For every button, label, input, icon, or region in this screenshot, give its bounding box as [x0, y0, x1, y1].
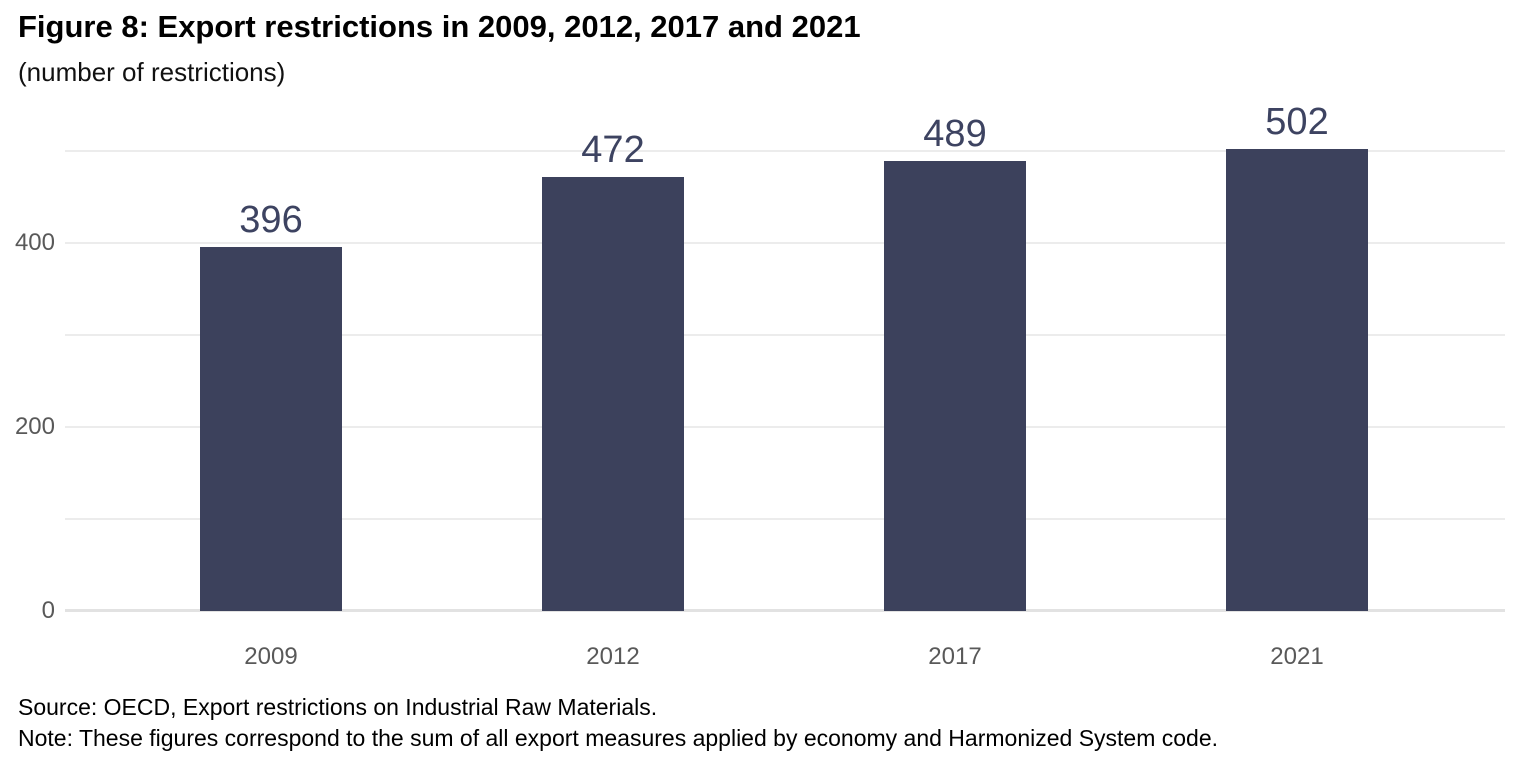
- gridline-200: [65, 425, 1505, 428]
- plot-area: 396 472 489 502: [65, 101, 1505, 612]
- x-axis-baseline: [65, 609, 1505, 612]
- methodology-note-text: Note: These figures correspond to the su…: [18, 725, 1219, 751]
- bar-2021: [1226, 149, 1368, 611]
- x-tick-2021: 2021: [1270, 643, 1324, 670]
- gridline-300: [65, 333, 1505, 336]
- chart-title: Figure 8: Export restrictions in 2009, 2…: [18, 9, 861, 44]
- gridline-500: [65, 149, 1505, 152]
- x-tick-2009: 2009: [244, 643, 298, 670]
- bar-2012: [542, 176, 684, 611]
- value-label-2017: 489: [923, 113, 987, 156]
- y-tick-0: 0: [41, 597, 55, 624]
- source-text: Source: OECD, Export restrictions on Ind…: [18, 694, 658, 720]
- value-label-2021: 502: [1265, 101, 1329, 144]
- gridline-100: [65, 518, 1505, 520]
- bar-2009: [200, 246, 342, 611]
- bar-2017: [884, 161, 1026, 611]
- y-tick-400: 400: [14, 228, 55, 256]
- x-tick-2017: 2017: [928, 643, 982, 670]
- y-tick-200: 200: [14, 412, 55, 440]
- x-tick-2012: 2012: [586, 643, 640, 670]
- value-label-2009: 396: [239, 198, 303, 241]
- chart-subtitle: (number of restrictions): [18, 57, 286, 87]
- gridline-400: [65, 241, 1505, 244]
- value-label-2012: 472: [581, 128, 645, 171]
